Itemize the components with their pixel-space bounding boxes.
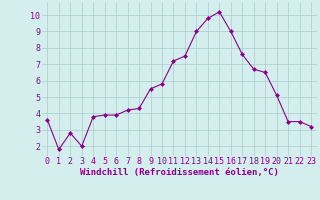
X-axis label: Windchill (Refroidissement éolien,°C): Windchill (Refroidissement éolien,°C)	[80, 168, 279, 177]
